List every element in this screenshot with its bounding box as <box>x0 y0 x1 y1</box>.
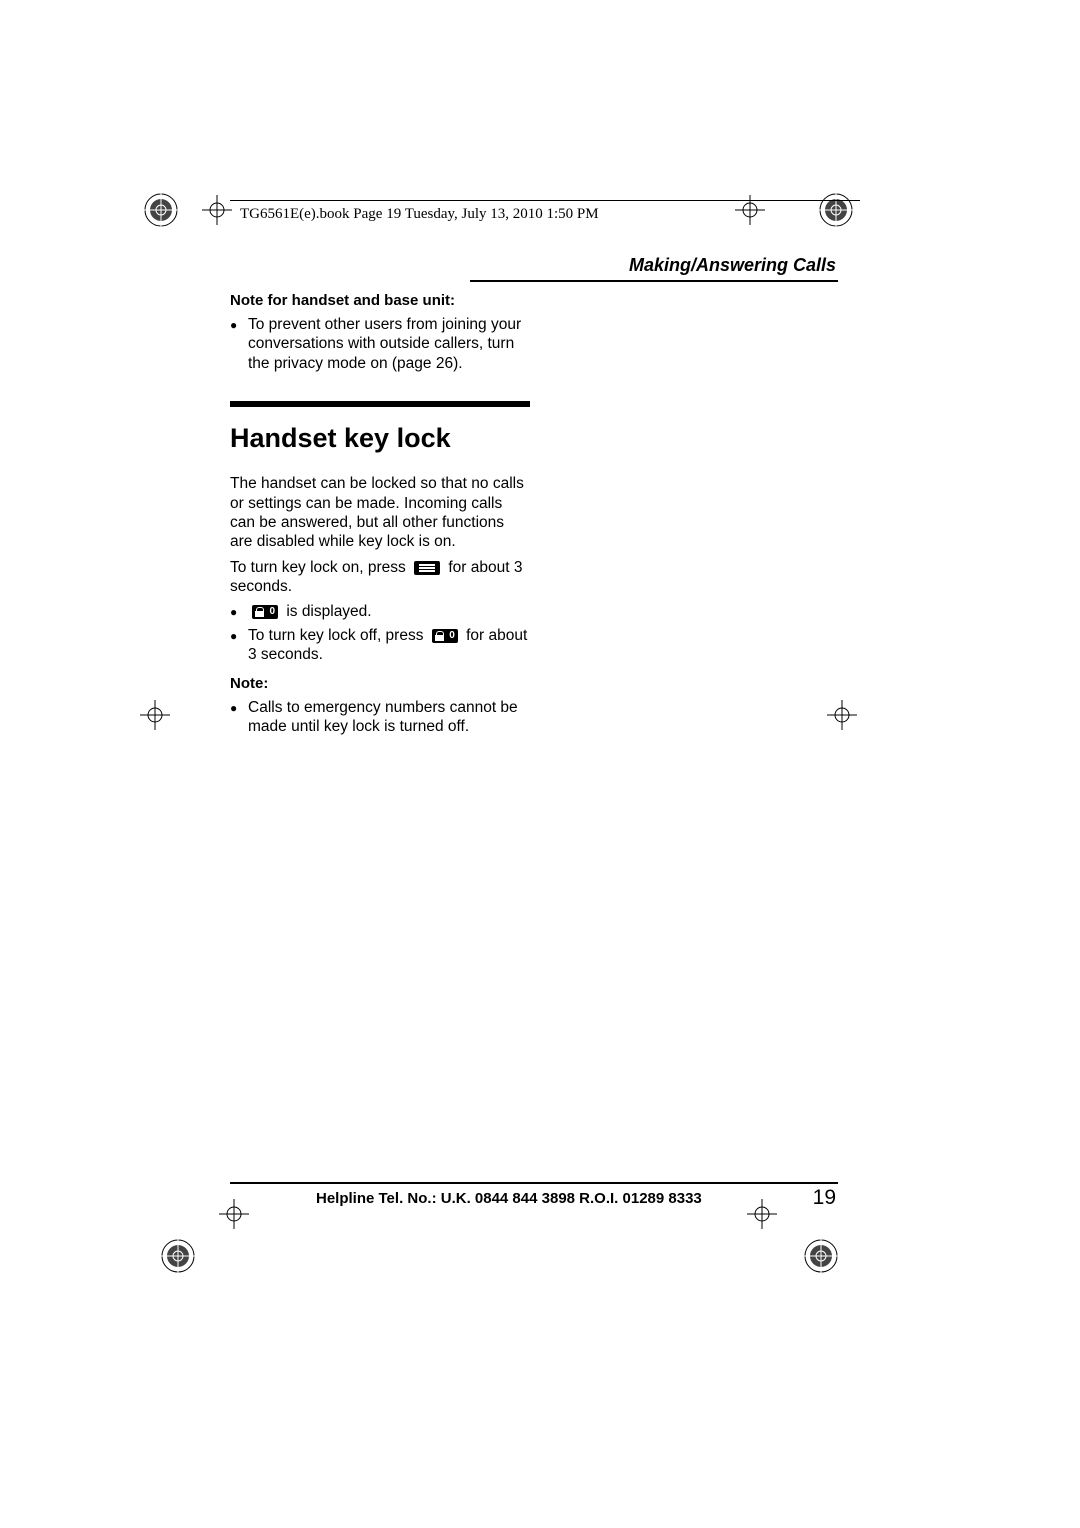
crosshair-icon <box>140 700 170 730</box>
footer-rule <box>230 1182 838 1184</box>
page-number: 19 <box>813 1186 836 1210</box>
text-fragment: To turn key lock on, press <box>230 559 410 576</box>
regmark-icon <box>157 1235 199 1277</box>
menu-key-icon <box>414 561 440 575</box>
regmark-icon <box>800 1235 842 1277</box>
keylock-key-icon: 0 <box>252 605 278 619</box>
crosshair-icon <box>219 1199 249 1229</box>
main-heading: Handset key lock <box>230 423 530 454</box>
keylock-key-icon: 0 <box>432 629 458 643</box>
text-fragment: To turn key lock off, press <box>248 627 428 644</box>
manual-page: TG6561E(e).book Page 19 Tuesday, July 13… <box>0 0 1080 1528</box>
content-column: Note for handset and base unit: To preve… <box>230 292 530 740</box>
note-item: Calls to emergency numbers cannot be mad… <box>230 698 530 737</box>
list-item: To turn key lock off, press 0 for about … <box>230 626 530 665</box>
header-rule <box>230 200 860 201</box>
regmark-icon <box>815 189 857 231</box>
note-heading: Note for handset and base unit: <box>230 292 530 309</box>
note-subheading: Note: <box>230 675 530 692</box>
crosshair-icon <box>747 1199 777 1229</box>
regmark-icon <box>140 189 182 231</box>
crosshair-icon <box>202 195 232 225</box>
paragraph: To turn key lock on, press for about 3 s… <box>230 558 530 597</box>
section-breadcrumb: Making/Answering Calls <box>629 255 836 276</box>
section-divider <box>230 401 530 407</box>
note-list: Calls to emergency numbers cannot be mad… <box>230 698 530 737</box>
list-item: 0 is displayed. <box>230 602 530 621</box>
footer-helpline: Helpline Tel. No.: U.K. 0844 844 3898 R.… <box>316 1190 702 1207</box>
section-underline <box>470 280 838 282</box>
crosshair-icon <box>827 700 857 730</box>
header-imprint: TG6561E(e).book Page 19 Tuesday, July 13… <box>240 206 599 223</box>
note-item: To prevent other users from joining your… <box>230 315 530 373</box>
note-list: To prevent other users from joining your… <box>230 315 530 373</box>
paragraph: The handset can be locked so that no cal… <box>230 474 530 552</box>
text-fragment: is displayed. <box>286 603 371 620</box>
instruction-list: 0 is displayed. To turn key lock off, pr… <box>230 602 530 664</box>
